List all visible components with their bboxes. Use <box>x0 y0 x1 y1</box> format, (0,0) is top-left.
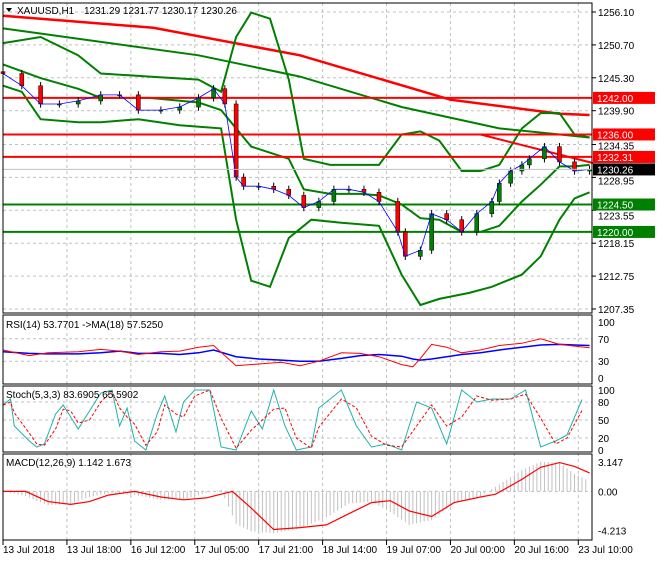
price-fast-ma-line <box>2 73 590 257</box>
price-tick-label: 1228.95 <box>598 176 635 187</box>
macd-title: MACD(12,26,9) 1.142 1.673 <box>6 458 132 469</box>
time-tick-label: 13 Jul 18:00 <box>67 545 122 556</box>
stoch-k-line <box>2 388 583 451</box>
stoch-panel-frame <box>2 385 593 453</box>
ohlc-label: 1231.29 1231.77 1230.17 1230.26 <box>84 6 237 17</box>
stoch-panel[interactable] <box>2 388 583 451</box>
stoch-tick-label: 0 <box>598 446 604 457</box>
time-tick-label: 23 Jul 10:00 <box>578 545 633 556</box>
macd-signal-line <box>3 461 590 531</box>
level-label-box <box>593 198 655 211</box>
time-tick-label: 18 Jul 14:00 <box>323 545 378 556</box>
rsi-tick-label: 70 <box>598 335 610 346</box>
rsi-line <box>2 338 590 368</box>
time-tick-label: 19 Jul 07:00 <box>387 545 442 556</box>
price-tick-label: 1245.30 <box>598 74 635 85</box>
macd-tick-label: 0.00 <box>598 487 618 498</box>
time-tick-label: 20 Jul 16:00 <box>514 545 569 556</box>
stoch-tick-label: 50 <box>598 416 610 427</box>
price-tick-label: 1250.70 <box>598 41 635 52</box>
dropdown-triangle-icon[interactable] <box>6 8 12 12</box>
candle-bearish <box>301 195 307 208</box>
candle-bearish <box>136 94 141 111</box>
candle-bullish <box>474 213 480 233</box>
level-label: 1242.00 <box>597 94 634 105</box>
candle-bearish <box>376 192 382 202</box>
moving-average-long-line <box>2 14 590 117</box>
rsi-tick-label: 0 <box>598 374 604 385</box>
price-panel-frame <box>2 2 593 314</box>
candle-bullish <box>489 201 495 214</box>
level-label-box <box>593 91 655 104</box>
symbol-label: XAUUSD,H1 <box>17 6 75 17</box>
candle-bearish <box>395 201 401 233</box>
price-tick-label: 1212.75 <box>598 272 635 283</box>
candle-bearish <box>557 146 562 163</box>
candle-bearish <box>38 85 43 105</box>
price-tick-label: 1207.35 <box>598 305 635 316</box>
price-tick-label: 1256.10 <box>598 8 635 19</box>
level-label: 1232.31 <box>597 153 634 164</box>
time-tick-label: 13 Jul 2018 <box>3 545 55 556</box>
time-tick-label: 20 Jul 00:00 <box>450 545 505 556</box>
macd-tick-label: 3.147 <box>598 458 623 469</box>
rsi-panel-frame <box>2 314 593 385</box>
macd-tick-label: -4.213 <box>598 527 627 538</box>
current-price-label: 1230.26 <box>597 165 634 176</box>
level-label-box <box>593 150 655 163</box>
macd-panel-frame <box>2 453 593 541</box>
level-label-box <box>593 225 655 238</box>
rsi-panel[interactable] <box>2 338 590 368</box>
time-tick-label: 17 Jul 21:00 <box>259 545 314 556</box>
level-label: 1224.50 <box>597 201 634 212</box>
rsi-tick-label: 30 <box>598 357 610 368</box>
bollinger-lower-band <box>2 84 590 307</box>
candle-bullish <box>196 97 201 108</box>
price-tick-label: 1223.55 <box>598 212 635 223</box>
stoch-tick-label: 80 <box>598 398 610 409</box>
axes: 1256.10 1250.70 1245.30 1239.90 1234.35 1228.… <box>2 8 655 556</box>
rsi-title: RSI(14) 53.7701 ->MA(18) 57.5250 <box>6 320 163 331</box>
price-tick-label: 1239.90 <box>598 107 635 118</box>
time-tick-label: 17 Jul 05:00 <box>195 545 250 556</box>
price-tick-label: 1218.15 <box>598 239 635 250</box>
stoch-tick-label: 20 <box>598 434 610 445</box>
time-tick-label: 16 Jul 12:00 <box>131 545 186 556</box>
level-label-box <box>593 128 655 141</box>
candle-bullish <box>98 94 104 102</box>
macd-panel[interactable] <box>3 461 590 534</box>
stoch-tick-label: 100 <box>598 386 615 397</box>
level-label: 1236.00 <box>597 130 634 141</box>
rsi-tick-label: 100 <box>598 318 615 329</box>
stoch-title: Stoch(5,3,3) 83.6905 65.5902 <box>6 390 139 401</box>
price-tick-label: 1234.35 <box>598 141 635 152</box>
level-label: 1220.00 <box>597 228 634 239</box>
candle-bearish <box>19 73 25 86</box>
current-price-box <box>593 163 655 176</box>
candle-bullish <box>331 189 337 202</box>
moving-average-mid-line <box>2 27 590 139</box>
